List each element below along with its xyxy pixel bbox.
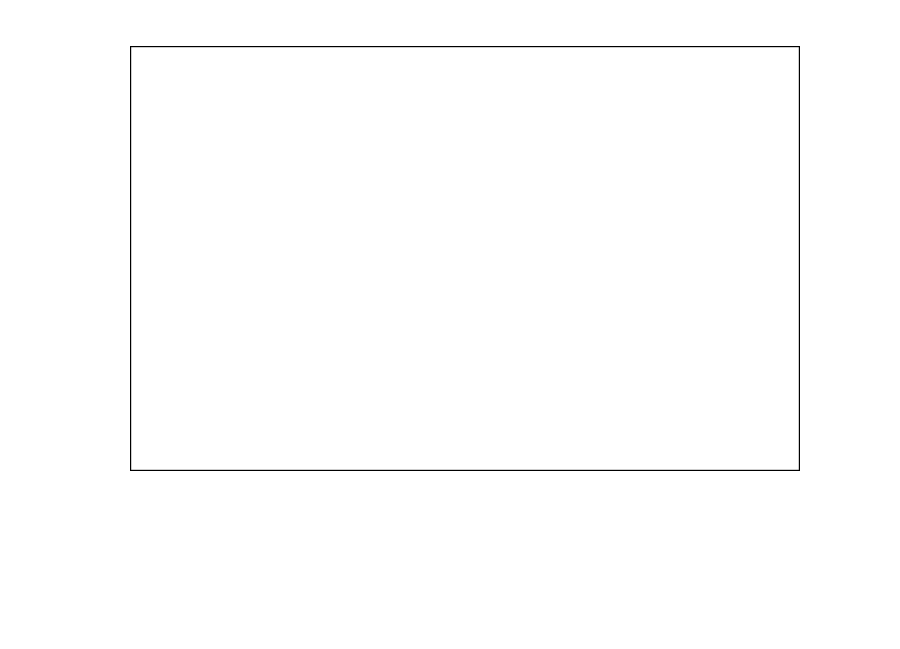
footer-left-column [132,528,158,566]
metadata-footer [0,528,900,638]
spectrum-canvas [130,46,800,471]
plot-frame [130,46,800,471]
spectrum-chart [130,46,800,471]
object-class-row [132,528,158,554]
